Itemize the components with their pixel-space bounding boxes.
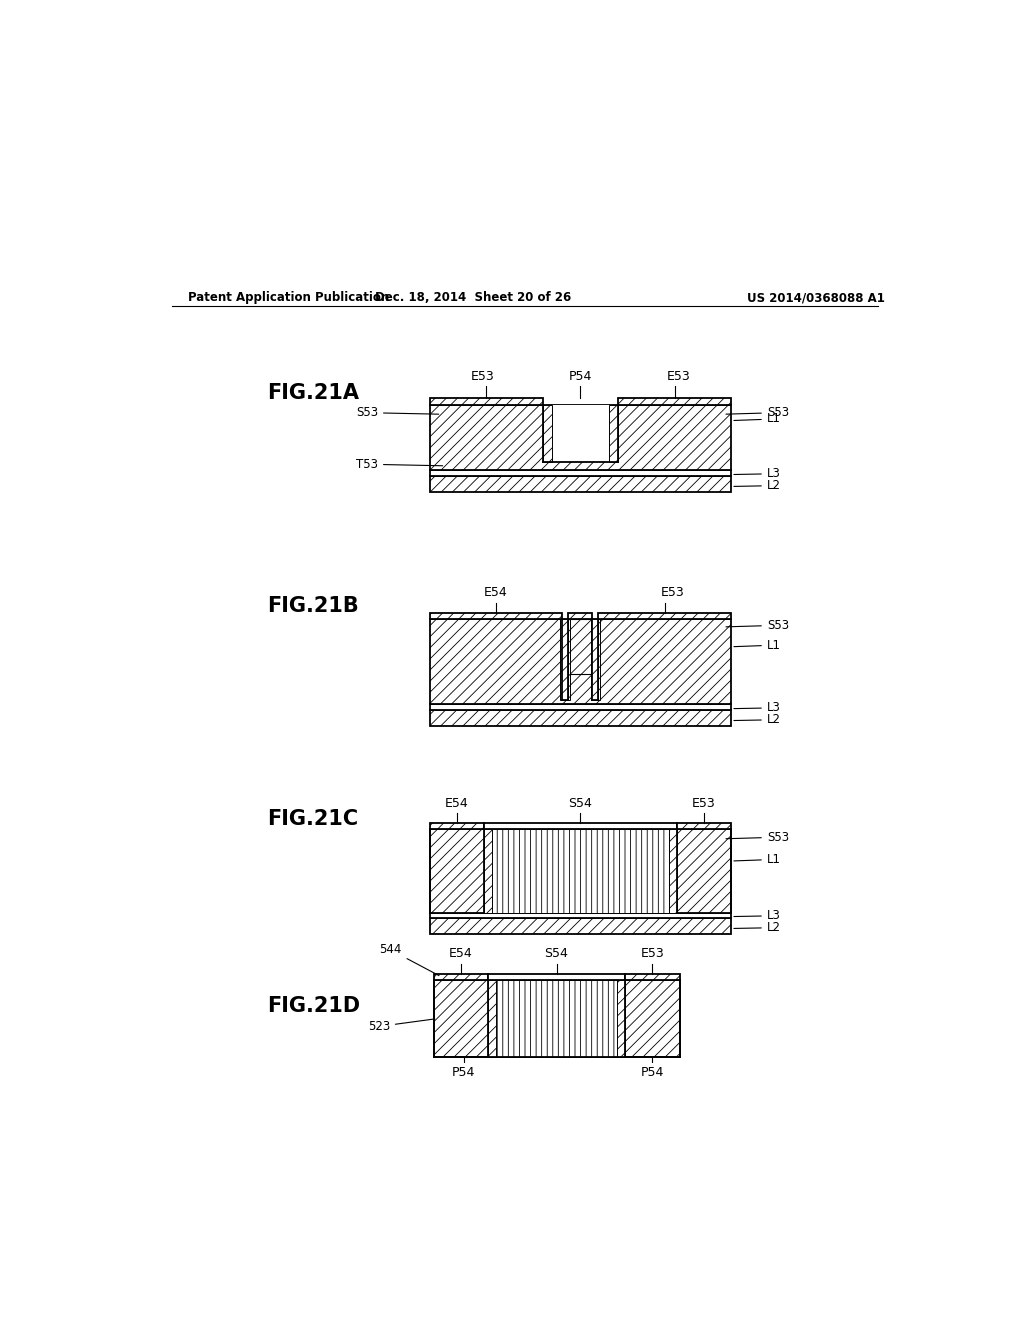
Bar <box>430 612 562 619</box>
Bar <box>430 822 484 829</box>
Bar <box>430 399 543 405</box>
Text: L2: L2 <box>734 479 781 492</box>
Bar <box>543 405 552 462</box>
Text: US 2014/0368088 A1: US 2014/0368088 A1 <box>748 292 885 304</box>
Text: 544: 544 <box>380 944 439 975</box>
Text: E53: E53 <box>470 370 494 383</box>
Text: S53: S53 <box>726 619 788 632</box>
Text: L2: L2 <box>734 713 781 726</box>
Text: Patent Application Publication: Patent Application Publication <box>187 292 389 304</box>
Bar <box>608 405 618 462</box>
Text: E54: E54 <box>449 948 472 961</box>
Text: E53: E53 <box>660 586 685 599</box>
Bar <box>593 619 598 700</box>
Bar <box>487 979 626 1057</box>
Text: T53: T53 <box>356 458 442 471</box>
Bar <box>593 619 600 700</box>
Bar <box>598 612 731 619</box>
Bar <box>487 979 496 1057</box>
Bar <box>618 399 731 405</box>
Text: 523: 523 <box>368 1019 435 1034</box>
Text: S53: S53 <box>356 407 438 420</box>
Bar <box>626 974 680 979</box>
Text: L2: L2 <box>734 921 781 935</box>
Bar <box>568 619 593 675</box>
Bar <box>430 405 731 470</box>
Text: S53: S53 <box>726 407 788 420</box>
Bar <box>487 979 626 1057</box>
Text: L3: L3 <box>734 701 780 714</box>
Bar <box>562 619 568 700</box>
Text: S54: S54 <box>545 948 568 961</box>
Bar <box>487 974 626 979</box>
Bar <box>484 829 677 912</box>
Text: L1: L1 <box>734 639 781 652</box>
Bar <box>617 979 626 1057</box>
Text: P54: P54 <box>568 370 592 383</box>
Text: L1: L1 <box>734 412 781 425</box>
Bar <box>430 477 731 492</box>
Text: P54: P54 <box>641 1067 665 1080</box>
Text: L3: L3 <box>734 467 780 480</box>
Bar <box>568 612 593 619</box>
Text: FIG.21B: FIG.21B <box>267 597 358 616</box>
Bar <box>591 619 598 700</box>
Text: Dec. 18, 2014  Sheet 20 of 26: Dec. 18, 2014 Sheet 20 of 26 <box>375 292 571 304</box>
Bar <box>669 829 677 912</box>
Text: L1: L1 <box>734 853 781 866</box>
Text: FIG.21D: FIG.21D <box>267 997 360 1016</box>
Bar <box>562 619 570 700</box>
Bar <box>430 919 731 935</box>
Bar <box>677 822 731 829</box>
Bar <box>560 619 568 700</box>
Text: E54: E54 <box>484 586 508 599</box>
Bar <box>433 974 487 979</box>
Bar <box>433 979 680 1057</box>
Bar <box>484 829 677 912</box>
Text: E54: E54 <box>444 796 469 809</box>
Text: E53: E53 <box>692 796 716 809</box>
Text: L3: L3 <box>734 909 780 923</box>
Bar <box>430 470 731 477</box>
Bar <box>430 829 731 912</box>
Text: E53: E53 <box>667 370 690 383</box>
Text: S53: S53 <box>726 830 788 843</box>
Bar <box>430 619 731 704</box>
Bar <box>484 822 677 829</box>
Bar <box>484 829 492 912</box>
Text: S54: S54 <box>568 796 592 809</box>
Bar <box>430 912 731 919</box>
Bar <box>430 710 731 726</box>
Bar <box>430 704 731 710</box>
Text: FIG.21A: FIG.21A <box>267 383 358 403</box>
Text: FIG.21C: FIG.21C <box>267 809 358 829</box>
Text: E53: E53 <box>641 948 665 961</box>
Bar <box>543 405 618 462</box>
Text: P54: P54 <box>452 1067 475 1080</box>
